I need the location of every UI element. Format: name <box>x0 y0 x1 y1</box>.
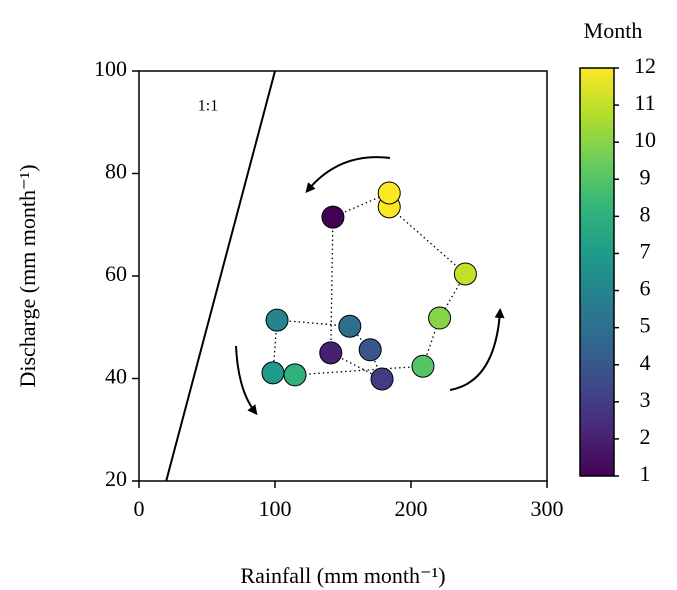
arrow <box>449 308 505 391</box>
point <box>321 205 345 229</box>
x-tick-label: 200 <box>395 496 428 521</box>
colorbar-tick-label: 2 <box>640 424 651 449</box>
x-tick-label: 0 <box>134 496 145 521</box>
y-tick-label: 20 <box>105 466 127 491</box>
colorbar-tick-label: 3 <box>640 387 651 412</box>
y-tick-label: 100 <box>94 56 127 81</box>
point <box>453 262 477 286</box>
colorbar-tick-label: 12 <box>634 53 656 78</box>
y-tick-label: 40 <box>105 364 127 389</box>
colorbar-tick-label: 11 <box>634 90 655 115</box>
colorbar-tick-label: 8 <box>640 201 651 226</box>
colorbar-label: Month <box>584 18 643 43</box>
point <box>358 338 382 362</box>
identity-line <box>165 71 277 481</box>
x-tick-label: 300 <box>531 496 564 521</box>
y-tick-label: 60 <box>105 261 127 286</box>
colorbar-tick-label: 9 <box>640 164 651 189</box>
x-axis-label: Rainfall (mm month⁻¹) <box>240 563 445 588</box>
colorbar-tick-label: 7 <box>640 239 651 264</box>
point <box>428 306 452 330</box>
point <box>261 361 285 385</box>
colorbar-tick-label: 10 <box>634 127 656 152</box>
y-axis-label: Discharge (mm month⁻¹) <box>15 164 40 387</box>
point <box>319 341 343 365</box>
colorbar-tick-label: 5 <box>640 313 651 338</box>
point <box>338 314 362 338</box>
plot-area <box>165 71 477 481</box>
arrow <box>235 345 258 416</box>
colorbar-tick-label: 1 <box>640 461 651 486</box>
point <box>411 354 435 378</box>
identity-label: 1:1 <box>198 98 218 115</box>
point <box>377 181 401 205</box>
colorbar-tick-label: 4 <box>640 350 651 375</box>
arrow <box>305 156 391 194</box>
colorbar-tick-label: 6 <box>640 276 651 301</box>
x-tick-label: 100 <box>259 496 292 521</box>
point <box>265 308 289 332</box>
plot-frame <box>138 70 548 482</box>
colorbar <box>579 67 615 477</box>
y-tick-label: 80 <box>105 159 127 184</box>
point <box>283 363 307 387</box>
point <box>370 367 394 391</box>
